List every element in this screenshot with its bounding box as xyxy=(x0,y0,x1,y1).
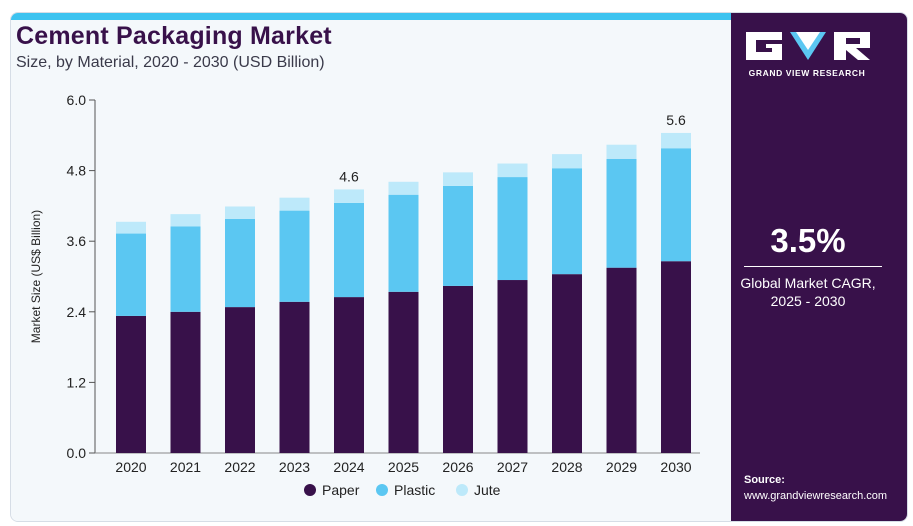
y-tick-label: 0.0 xyxy=(67,445,87,461)
bar-paper-2020 xyxy=(116,315,146,453)
bar-plastic-2024 xyxy=(334,202,364,298)
x-tick-label: 2028 xyxy=(551,459,582,475)
bar-plastic-2020 xyxy=(116,233,146,316)
x-tick-label: 2024 xyxy=(333,459,364,475)
data-label-2030: 5.6 xyxy=(666,112,686,128)
cagr-label-line2: 2025 - 2030 xyxy=(770,293,846,309)
bar-jute-2023 xyxy=(279,197,310,211)
y-tick-label: 4.8 xyxy=(67,163,87,179)
bar-plastic-2028 xyxy=(552,168,582,275)
bar-paper-2021 xyxy=(170,311,201,453)
source-label: Source: xyxy=(744,474,785,486)
bar-jute-2026 xyxy=(443,172,473,186)
accent-bar xyxy=(11,13,731,20)
cagr-value: 3.5% xyxy=(770,222,846,259)
y-tick-label: 3.6 xyxy=(67,233,87,249)
bar-jute-2024 xyxy=(334,189,364,203)
bar-paper-2027 xyxy=(497,280,528,453)
y-axis-title: Market Size (US$ Billion) xyxy=(29,210,43,343)
x-tick-label: 2030 xyxy=(660,459,691,475)
legend-swatch-jute xyxy=(456,484,468,496)
bar-paper-2029 xyxy=(606,267,637,453)
cagr-divider xyxy=(744,266,882,267)
data-label-2024: 4.6 xyxy=(339,168,359,184)
x-tick-label: 2020 xyxy=(115,459,146,475)
chart-title: Cement Packaging Market xyxy=(16,22,332,50)
y-tick-label: 6.0 xyxy=(67,92,87,108)
legend-label-plastic: Plastic xyxy=(394,482,435,498)
x-tick-label: 2029 xyxy=(606,459,637,475)
y-tick-label: 2.4 xyxy=(67,304,87,320)
bar-paper-2026 xyxy=(443,285,473,453)
bar-paper-2022 xyxy=(225,307,255,453)
bar-jute-2021 xyxy=(170,214,201,227)
legend-swatch-paper xyxy=(304,484,316,496)
x-tick-label: 2022 xyxy=(224,459,255,475)
cagr-label-line1: Global Market CAGR, xyxy=(740,275,876,291)
legend-label-jute: Jute xyxy=(474,482,501,498)
bar-plastic-2027 xyxy=(497,177,528,281)
bar-jute-2030 xyxy=(661,132,691,149)
legend-label-paper: Paper xyxy=(322,482,360,498)
bar-jute-2028 xyxy=(552,154,582,169)
bar-jute-2027 xyxy=(497,163,528,178)
bar-plastic-2030 xyxy=(661,148,691,262)
bar-paper-2025 xyxy=(388,291,419,453)
legend-swatch-plastic xyxy=(376,484,388,496)
source-url: www.grandviewresearch.com xyxy=(744,490,888,502)
x-tick-label: 2021 xyxy=(170,459,201,475)
bar-plastic-2023 xyxy=(279,210,310,302)
y-tick-label: 1.2 xyxy=(67,374,87,390)
bar-plastic-2029 xyxy=(606,158,637,268)
x-tick-label: 2025 xyxy=(388,459,419,475)
bar-jute-2025 xyxy=(388,181,419,195)
bar-paper-2023 xyxy=(279,301,310,453)
bar-plastic-2021 xyxy=(170,226,201,312)
info-panel xyxy=(731,13,907,521)
bar-plastic-2026 xyxy=(443,185,473,286)
brand-name: GRAND VIEW RESEARCH xyxy=(748,68,866,78)
bar-paper-2024 xyxy=(334,297,364,453)
bar-jute-2020 xyxy=(116,221,146,234)
bar-plastic-2025 xyxy=(388,194,419,292)
x-tick-label: 2027 xyxy=(497,459,528,475)
bar-jute-2029 xyxy=(606,144,637,159)
x-tick-label: 2023 xyxy=(279,459,310,475)
chart-subtitle: Size, by Material, 2020 - 2030 (USD Bill… xyxy=(16,54,325,71)
bar-jute-2022 xyxy=(225,206,255,219)
bar-paper-2028 xyxy=(552,274,582,453)
gvr-logo-icon xyxy=(746,32,870,60)
x-tick-label: 2026 xyxy=(442,459,473,475)
cagr-label: Global Market CAGR, 2025 - 2030 xyxy=(720,274,896,310)
bar-plastic-2022 xyxy=(225,218,255,308)
bar-chart: 0.0 1.2 2.4 3.6 4.8 6.0 Market Size (US$ Billi… xyxy=(29,92,700,498)
bar-paper-2030 xyxy=(661,261,691,453)
